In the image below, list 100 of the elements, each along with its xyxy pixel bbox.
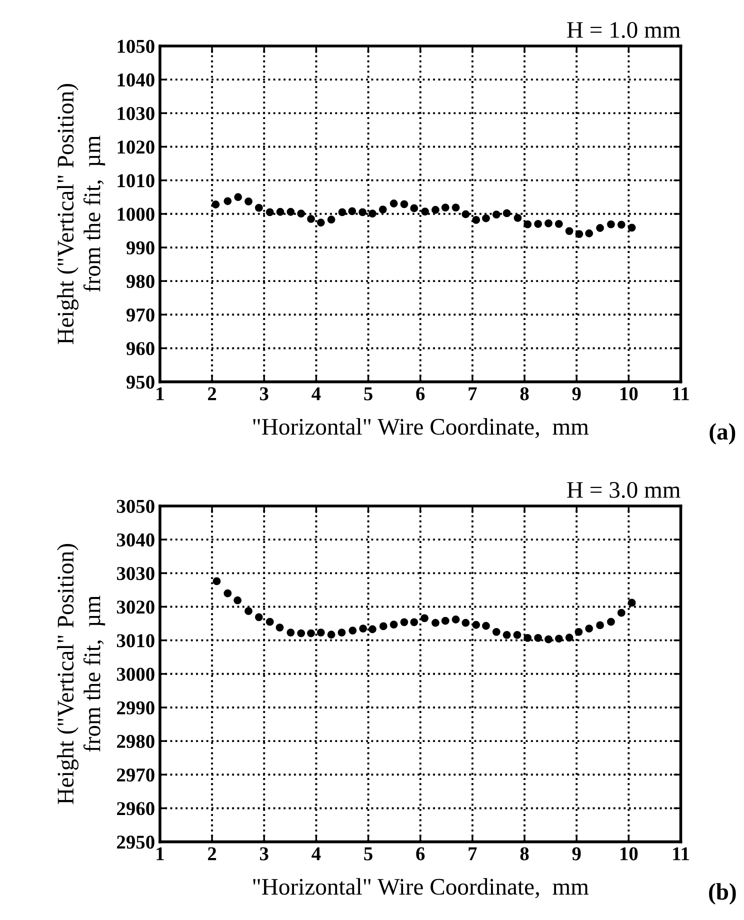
point: [524, 220, 532, 228]
point: [276, 624, 284, 632]
x-axis-title: "Horizontal" Wire Coordinate, mm: [253, 418, 589, 438]
point: [327, 216, 336, 224]
point: [410, 618, 418, 626]
point: [472, 216, 480, 224]
point: [359, 624, 368, 633]
point: [514, 214, 522, 222]
y-tick-label: 1010: [118, 174, 154, 188]
point: [234, 193, 242, 202]
y-tick-label: 3020: [116, 600, 154, 614]
point: [212, 577, 221, 586]
x-tick-label: 11: [673, 847, 689, 860]
x-tick-label: 2: [208, 387, 216, 400]
x-tick-label: 7: [468, 387, 477, 400]
point: [348, 207, 356, 216]
point: [585, 624, 594, 633]
point: [420, 614, 428, 622]
point: [286, 628, 295, 637]
point: [534, 220, 542, 228]
point: [327, 630, 336, 639]
x-tick-label: 1: [156, 387, 164, 400]
point: [368, 210, 376, 218]
point: [348, 626, 357, 635]
point: [544, 219, 552, 228]
x-tick-label: 4: [312, 847, 321, 860]
point: [607, 618, 615, 626]
point: [585, 229, 594, 238]
point: [224, 589, 232, 598]
point: [368, 625, 376, 634]
x-tick-label: 6: [416, 387, 425, 400]
y-tick-label: 3030: [116, 566, 154, 580]
point: [400, 200, 408, 208]
point: [575, 230, 584, 238]
point: [254, 613, 263, 622]
y-axis-title: Height ("Vertical" Position) from the fit, µm: [56, 84, 106, 344]
point: [534, 634, 542, 642]
x-tick-label: 4: [312, 387, 321, 400]
point: [492, 210, 500, 219]
y-tick-label: 3050: [116, 500, 154, 513]
point: [462, 618, 470, 627]
point: [452, 204, 460, 212]
y-tick-label: 980: [126, 274, 154, 288]
point: [379, 622, 388, 630]
point: [234, 596, 242, 604]
point: [432, 618, 440, 627]
y-tick-label: 1050: [118, 40, 154, 53]
point: [316, 628, 325, 637]
point: [441, 204, 450, 212]
x-tick-label: 11: [673, 387, 689, 400]
y-tick-label: 1000: [118, 208, 154, 221]
x-tick-label: 5: [364, 847, 372, 860]
point: [492, 628, 500, 636]
point: [244, 198, 252, 206]
y-tick-label: 960: [126, 342, 154, 356]
point: [565, 227, 574, 235]
x-tick-label: 1: [156, 847, 164, 860]
point: [462, 210, 470, 218]
point: [524, 634, 532, 642]
point: [400, 618, 408, 626]
point: [596, 621, 604, 630]
chart-title: H = 1.0 mm: [567, 22, 680, 38]
point: [316, 218, 325, 227]
x-tick-label: 8: [520, 387, 529, 400]
y-tick-label: 3000: [116, 668, 154, 681]
point: [432, 206, 440, 214]
point: [286, 208, 295, 216]
point: [338, 208, 346, 216]
point: [390, 200, 398, 208]
x-tick-label: 5: [364, 387, 372, 400]
point: [574, 628, 583, 636]
point: [390, 620, 398, 628]
x-tick-label: 3: [260, 847, 268, 860]
y-tick-label: 990: [126, 241, 154, 254]
x-tick-label: 6: [416, 847, 425, 860]
point: [358, 208, 367, 216]
y-tick-label: 970: [126, 308, 154, 322]
point: [266, 618, 274, 626]
point: [565, 634, 574, 642]
point: [254, 204, 263, 212]
point: [276, 208, 284, 216]
point: [596, 224, 604, 232]
point: [244, 607, 252, 616]
point: [554, 220, 563, 228]
x-tick-label: 7: [468, 847, 477, 860]
x-tick-label: 8: [520, 847, 529, 860]
point: [502, 209, 511, 218]
point: [224, 197, 232, 206]
point: [628, 598, 636, 607]
y-tick-label: 1040: [118, 73, 154, 87]
point: [482, 214, 490, 222]
point: [607, 220, 615, 228]
point: [452, 616, 460, 624]
point: [338, 628, 346, 637]
x-tick-label: 2: [208, 847, 216, 860]
point: [297, 629, 306, 638]
y-tick-label: 2990: [117, 701, 154, 714]
point: [212, 200, 220, 208]
chart-title: H = 3.0 mm: [567, 482, 680, 498]
y-tick-label: 2980: [117, 734, 154, 748]
